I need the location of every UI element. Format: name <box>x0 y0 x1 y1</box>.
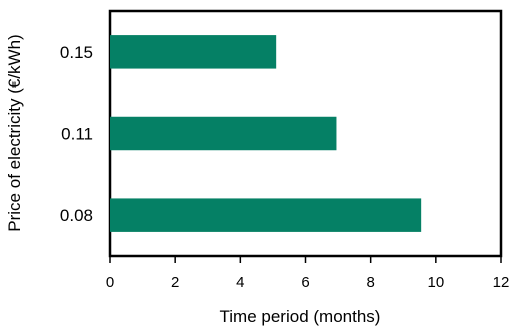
x-tick-label: 12 <box>493 274 510 291</box>
x-tick-label: 10 <box>427 274 444 291</box>
x-tick-label: 4 <box>236 274 244 291</box>
x-tick-label: 0 <box>106 274 114 291</box>
x-axis-label: Time period (months) <box>220 307 381 326</box>
bar <box>110 35 277 69</box>
x-tick-label: 6 <box>301 274 309 291</box>
y-axis-label: Price of electricity (€/kWh) <box>5 34 24 231</box>
y-tick-label: 0.08 <box>60 206 93 225</box>
x-tick-label: 2 <box>171 274 179 291</box>
bar <box>110 198 422 232</box>
x-tick-label: 8 <box>366 274 374 291</box>
bar <box>110 116 337 151</box>
y-tick-label: 0.15 <box>60 43 93 62</box>
y-tick-label: 0.11 <box>61 125 93 144</box>
